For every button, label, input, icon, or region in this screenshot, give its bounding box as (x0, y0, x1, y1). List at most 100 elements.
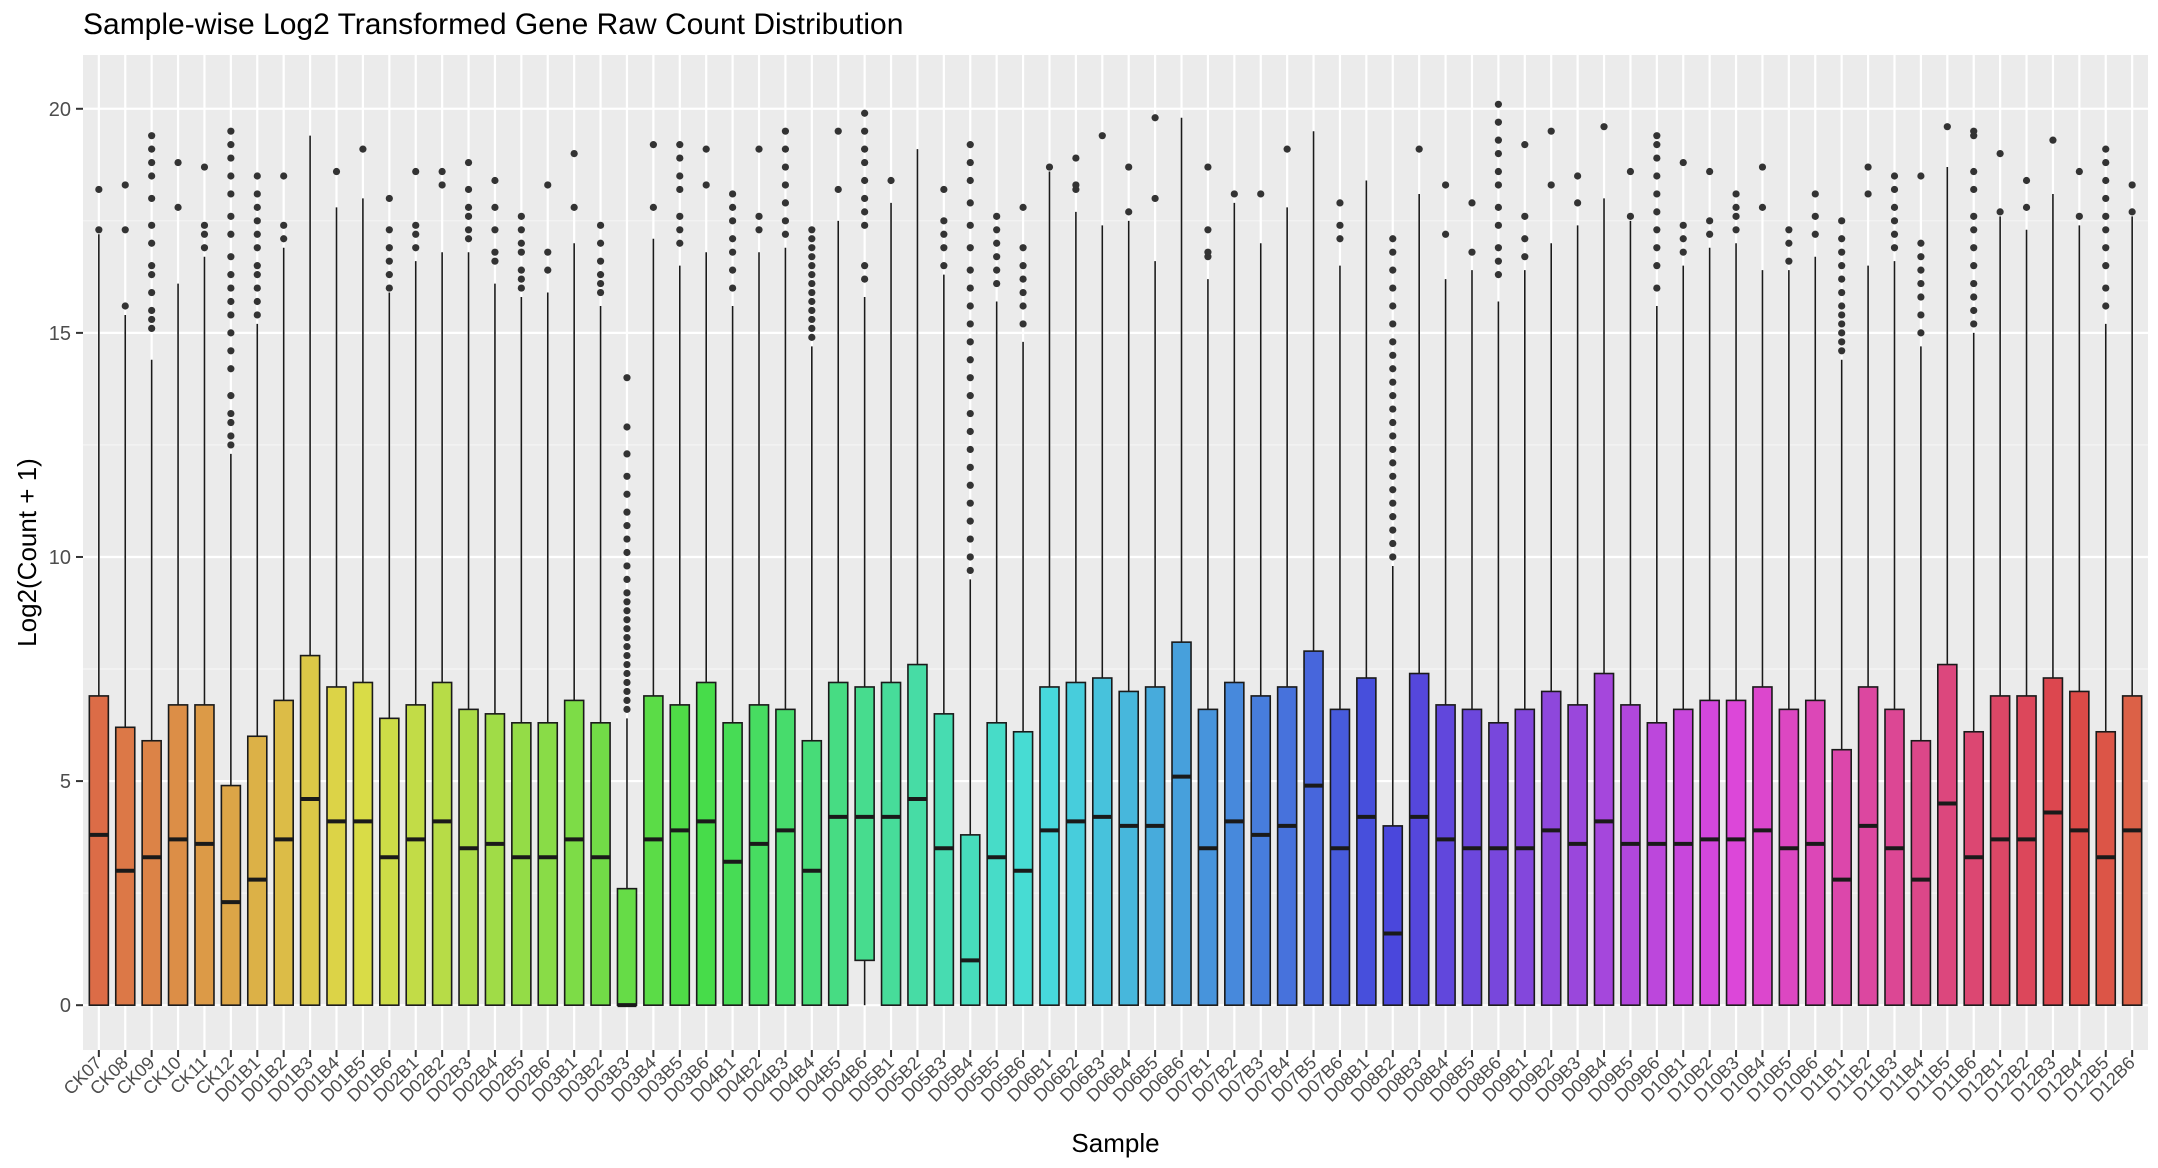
outlier-point (993, 266, 1001, 274)
outlier-point (227, 432, 235, 440)
outlier-point (1230, 190, 1238, 198)
outlier-point (966, 158, 974, 167)
box-iqr (1356, 677, 1377, 1006)
outlier-point (1626, 167, 1635, 176)
outlier-point (2102, 158, 2110, 167)
outlier-point (1389, 378, 1397, 386)
outlier-point (227, 365, 235, 373)
outlier-point (438, 181, 446, 189)
box-D04B5 (827, 127, 849, 1006)
outlier-point (1917, 266, 1925, 274)
box-iqr (1857, 686, 1879, 1006)
outlier-point (253, 203, 261, 211)
outlier-point (1996, 208, 2004, 216)
outlier-point (676, 172, 684, 180)
outlier-point (993, 239, 1001, 247)
box-D12B2 (2016, 176, 2037, 1006)
box-D06B6 (1171, 117, 1192, 1006)
box-D02B5 (511, 212, 532, 1006)
box-D04B3 (775, 127, 796, 1006)
box-iqr (2121, 695, 2143, 1006)
outlier-point (1389, 513, 1397, 521)
box-D06B5 (1144, 114, 1166, 1006)
outlier-point (1838, 302, 1846, 310)
outlier-point (200, 163, 209, 171)
outlier-point (2022, 176, 2031, 185)
outlier-point (623, 450, 631, 458)
outlier-point (1970, 167, 1978, 176)
box-iqr (1646, 722, 1668, 1006)
outlier-point (649, 203, 657, 211)
box-iqr (1065, 681, 1087, 1006)
box-D10B6 (1804, 190, 1826, 1006)
box-iqr (1620, 704, 1641, 1006)
outlier-point (623, 423, 631, 431)
outlier-point (781, 163, 790, 171)
box-D01B3 (299, 135, 321, 1006)
box-iqr (88, 695, 110, 1006)
box-D08B1 (1356, 180, 1377, 1006)
outlier-point (861, 145, 869, 153)
outlier-point (2102, 302, 2110, 310)
outlier-point (1019, 244, 1027, 252)
outlier-point (1019, 203, 1027, 211)
box-D07B1 (1197, 163, 1219, 1006)
box-D04B1 (722, 190, 743, 1006)
box-D06B3 (1091, 132, 1113, 1006)
outlier-point (517, 239, 525, 247)
outlier-point (2102, 244, 2110, 252)
outlier-point (491, 257, 499, 265)
outlier-point (623, 562, 631, 570)
outlier-point (1970, 244, 1978, 252)
outlier-point (1758, 203, 1767, 211)
outlier-point (729, 203, 737, 211)
box-D04B2 (748, 145, 770, 1006)
outlier-point (940, 230, 948, 238)
outlier-point (1389, 459, 1397, 467)
outlier-point (966, 338, 974, 346)
outlier-point (1389, 526, 1397, 534)
outlier-point (95, 226, 103, 234)
outlier-point (1838, 248, 1846, 256)
outlier-point (623, 575, 631, 583)
outlier-point (253, 311, 261, 319)
box-iqr (2042, 677, 2064, 1006)
outlier-point (808, 262, 816, 270)
outlier-point (861, 262, 869, 270)
outlier-point (517, 266, 525, 274)
outlier-point (1838, 320, 1846, 328)
outlier-point (676, 226, 684, 234)
box-iqr (1224, 681, 1245, 1006)
box-D11B4 (1910, 172, 1932, 1006)
box-D03B1 (563, 150, 585, 1006)
box-D12B6 (2121, 181, 2143, 1006)
outlier-point (1125, 163, 1133, 171)
outlier-point (966, 427, 974, 436)
outlier-point (1732, 212, 1740, 220)
outlier-point (940, 217, 948, 225)
outlier-point (227, 311, 235, 319)
outlier-point (1653, 208, 1661, 216)
chart-title: Sample-wise Log2 Transformed Gene Raw Co… (83, 8, 904, 41)
outlier-point (966, 374, 974, 382)
outlier-point (1521, 235, 1529, 243)
outlier-point (1389, 320, 1397, 328)
y-axis-title: Log2(Count + 1) (12, 458, 42, 647)
outlier-point (1547, 181, 1555, 189)
outlier-point (1838, 275, 1846, 283)
box-iqr (167, 704, 189, 1006)
box-iqr (827, 681, 849, 1006)
outlier-point (2128, 181, 2136, 189)
outlier-point (1468, 199, 1476, 207)
outlier-point (121, 181, 129, 189)
outlier-point (940, 262, 948, 270)
outlier-point (596, 239, 605, 247)
outlier-point (1389, 338, 1397, 346)
outlier-point (729, 284, 737, 292)
outlier-point (887, 176, 895, 185)
outlier-point (227, 271, 235, 279)
outlier-point (121, 302, 129, 310)
outlier-point (1917, 329, 1925, 337)
outlier-point (121, 226, 129, 234)
outlier-point (1600, 123, 1608, 131)
